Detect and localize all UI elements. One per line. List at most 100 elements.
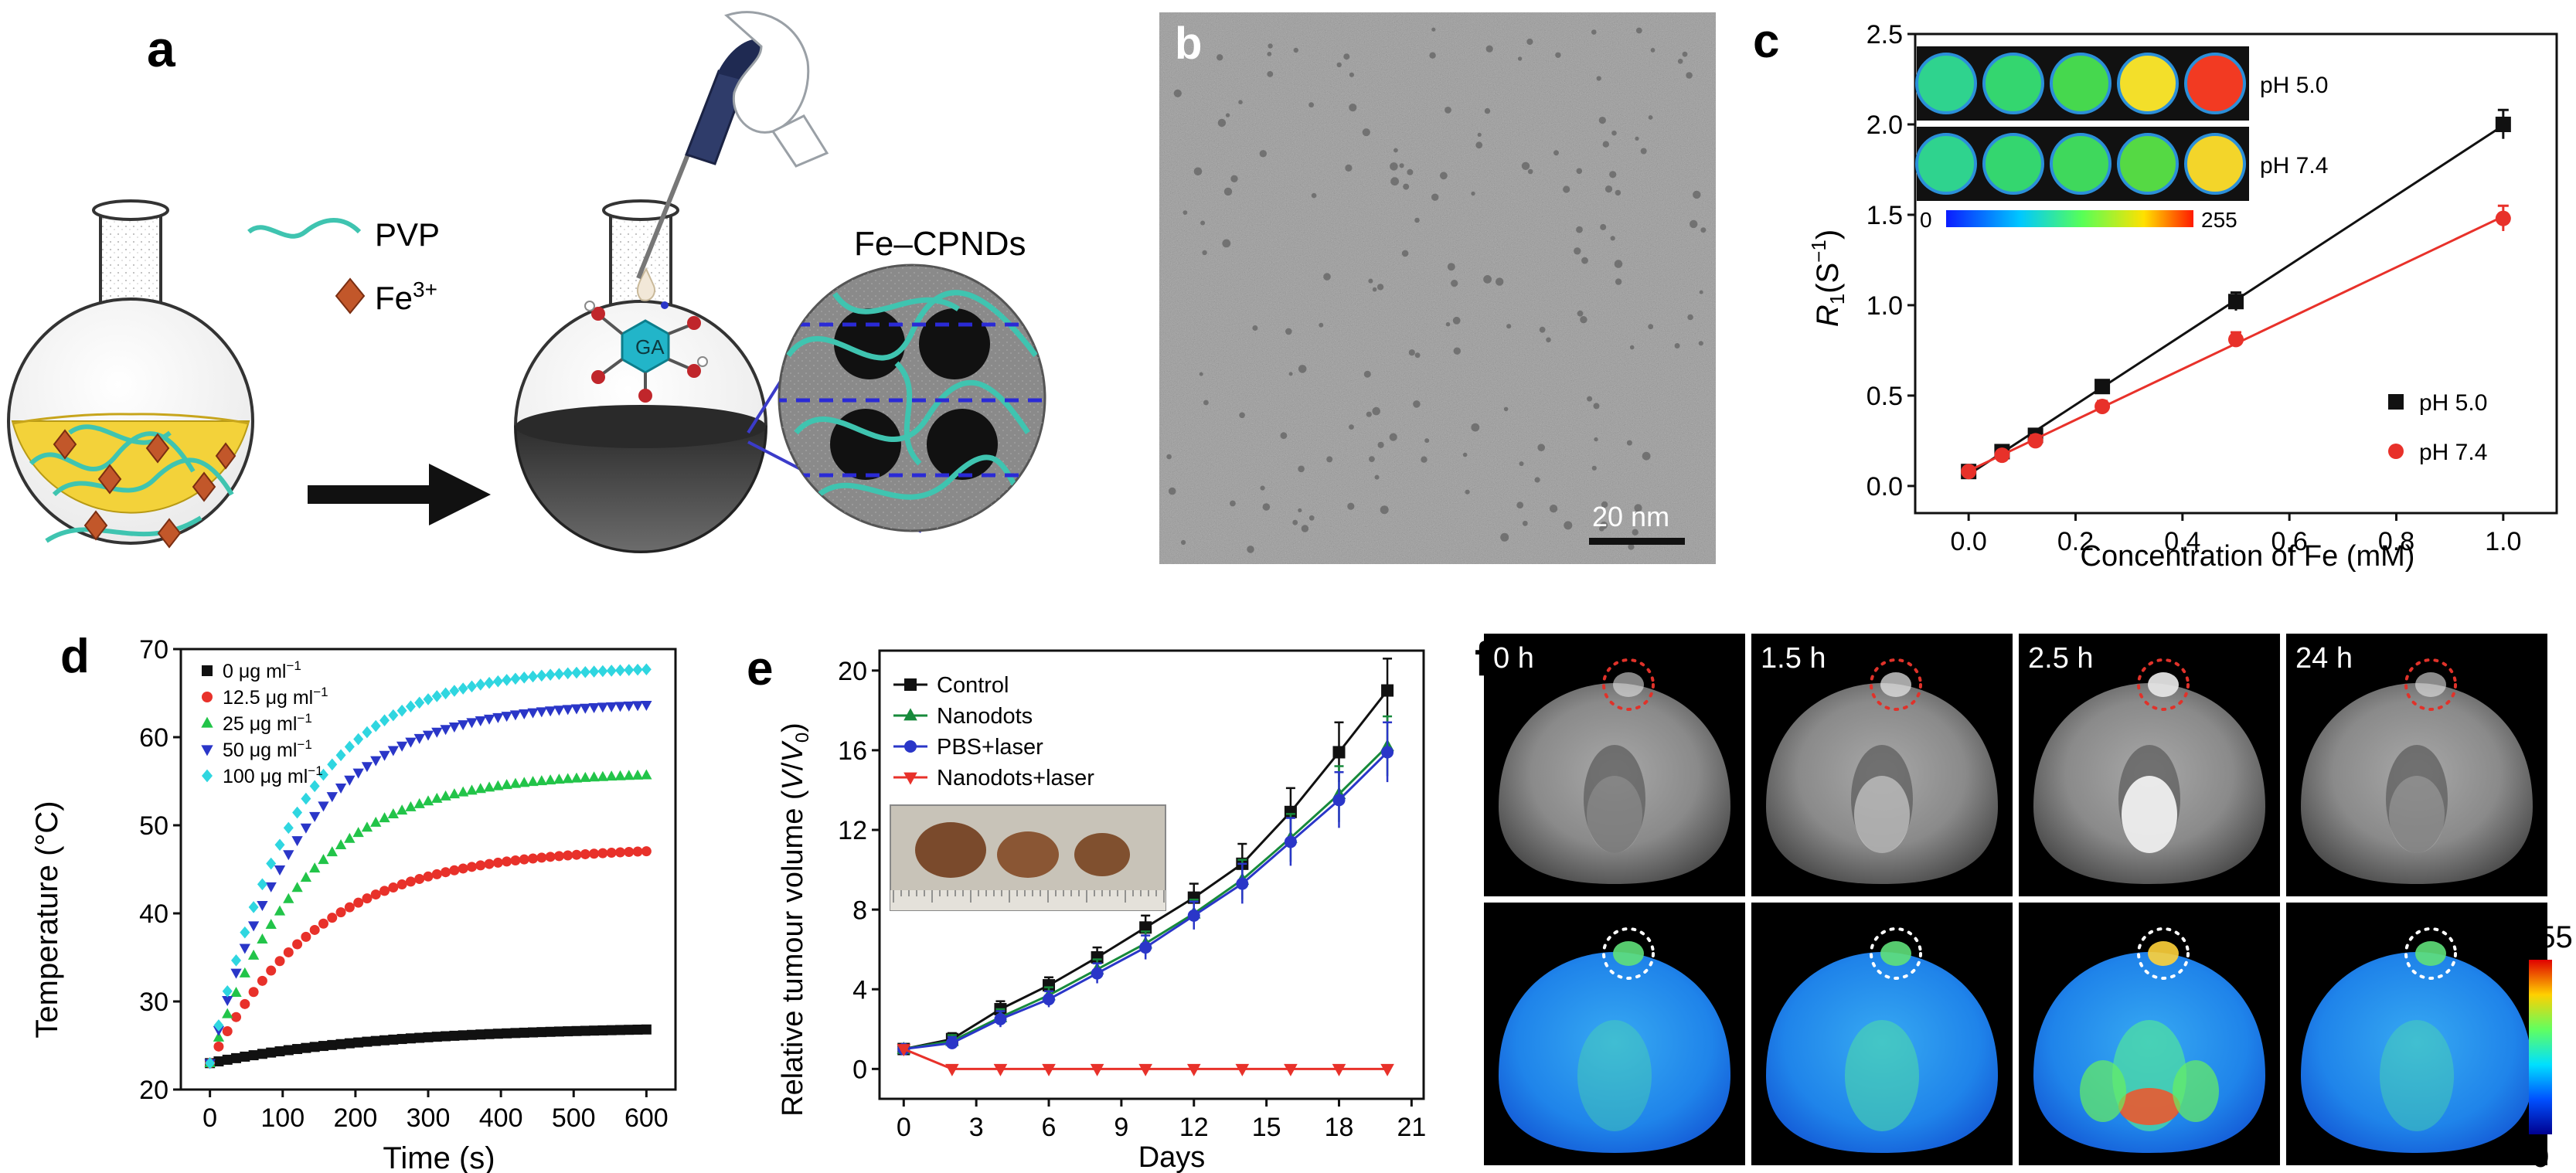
- d-data-point: [266, 965, 277, 976]
- d-data-point: [441, 687, 451, 700]
- d-data-point: [597, 665, 608, 678]
- nanodot: [1610, 236, 1615, 241]
- e-x-tick-label: 6: [1042, 1113, 1057, 1142]
- nanodot: [1262, 503, 1271, 511]
- d-x-tick-label: 200: [334, 1103, 378, 1133]
- nanodot: [1534, 477, 1540, 483]
- nanodot: [1414, 352, 1421, 359]
- f-tumour-circle-red: [2404, 658, 2457, 711]
- d-data-point: [362, 1036, 373, 1047]
- c-y-tick-label: 2.0: [1866, 110, 1903, 140]
- d-data-point: [248, 1050, 259, 1061]
- e-data-point: [1091, 967, 1104, 980]
- d-data-point: [353, 1037, 364, 1048]
- c-data-point: [2495, 210, 2511, 226]
- nanodot: [1693, 190, 1701, 199]
- d-data-point: [396, 1034, 407, 1045]
- d-data-point: [449, 1030, 460, 1041]
- nanodot: [1225, 113, 1230, 117]
- f-mri-pseudocolor-3: [2286, 903, 2547, 1165]
- nanodot: [1429, 52, 1436, 59]
- c-inset-phantom: [1915, 53, 1977, 114]
- f-time-label: 1.5 h: [1761, 642, 1826, 675]
- d-data-point: [422, 795, 434, 806]
- e-data-point: [1091, 950, 1104, 964]
- d-data-point: [614, 702, 626, 712]
- nanodot: [1343, 53, 1350, 60]
- reaction-flask-right: GA: [514, 199, 767, 553]
- d-data-point: [519, 854, 529, 865]
- d-data-point: [614, 664, 625, 677]
- nanodot: [1376, 284, 1384, 291]
- nanodot: [1403, 183, 1410, 190]
- nanodot: [1369, 456, 1375, 462]
- c-mri-inset: pH 5.0 pH 7.4 0 255: [1915, 46, 2328, 232]
- panel-b-tem-image: b 20 nm: [1159, 12, 1716, 564]
- nanodot: [1377, 441, 1384, 448]
- d-data-point: [588, 703, 600, 714]
- d-data-point: [370, 889, 381, 900]
- d-data-point: [492, 857, 503, 868]
- pvp-chains: [29, 424, 234, 543]
- d-data-point: [388, 709, 399, 722]
- nanodot: [1252, 325, 1258, 331]
- d-data-point: [571, 1025, 582, 1036]
- d-data-point: [545, 852, 556, 862]
- c-data-point: [1961, 464, 1977, 480]
- d-legend-label: 12.5 μg ml−1: [223, 685, 328, 709]
- d-y-tick-label: 70: [139, 635, 168, 665]
- d-data-point: [449, 685, 460, 697]
- d-legend-label: 0 μg ml−1: [223, 658, 301, 682]
- d-data-point: [536, 669, 547, 682]
- e-x-tick-label: 15: [1252, 1113, 1281, 1142]
- d-data-point: [309, 811, 321, 822]
- d-data-point: [458, 682, 468, 695]
- d-data-point: [492, 780, 504, 790]
- nanodot: [1522, 520, 1528, 526]
- f-time-label: 24 h: [2295, 642, 2353, 675]
- d-data-point: [641, 701, 652, 712]
- e-data-point: [1236, 877, 1249, 890]
- d-data-point: [484, 676, 495, 689]
- c-inset-phantom: [2117, 53, 2179, 114]
- d-data-point: [589, 665, 600, 678]
- d-data-point: [344, 902, 355, 913]
- f-colorbar-min: 0: [2532, 1140, 2549, 1173]
- nanodot: [1648, 115, 1653, 120]
- e-x-tick-label: 18: [1325, 1113, 1354, 1142]
- f-time-label: 0 h: [1493, 642, 1534, 675]
- d-data-point: [213, 1019, 224, 1032]
- d-data-point: [274, 838, 285, 852]
- nanodot: [1632, 529, 1638, 536]
- d-data-point: [641, 1024, 652, 1035]
- nanodot: [1634, 504, 1642, 512]
- c-y-tick-label: 0.0: [1866, 472, 1903, 502]
- e-data-point: [993, 1063, 1008, 1076]
- d-legend-marker: [201, 745, 213, 756]
- d-data-point: [370, 756, 382, 767]
- e-y-tick-label: 20: [838, 657, 867, 686]
- nanodot: [1537, 444, 1545, 451]
- e-y-tick-label: 8: [852, 896, 867, 925]
- reagent-legend: PVP Fe3+: [247, 216, 440, 316]
- c-data-point: [2228, 332, 2244, 348]
- d-data-point: [344, 740, 355, 753]
- c-inset-row-label: pH 5.0: [2260, 73, 2328, 98]
- nanodot: [1700, 227, 1707, 233]
- nanodot: [1399, 163, 1404, 168]
- e-data-point: [1042, 1063, 1056, 1076]
- nanodot: [1247, 546, 1254, 553]
- nanodot: [1311, 192, 1317, 199]
- nanodot: [1527, 168, 1533, 175]
- nanodot: [1202, 250, 1207, 256]
- d-data-point: [222, 985, 233, 998]
- c-plot-frame: [1914, 32, 2558, 515]
- f-tumour-circle-red: [1602, 658, 1655, 711]
- d-data-point: [509, 777, 522, 788]
- e-data-point: [1043, 993, 1056, 1006]
- nanodot: [1288, 372, 1293, 376]
- f-mri-gray-0: 0 h: [1484, 634, 1745, 896]
- d-data-point: [396, 804, 408, 815]
- d-data-point: [553, 851, 564, 862]
- d-data-point: [570, 772, 583, 783]
